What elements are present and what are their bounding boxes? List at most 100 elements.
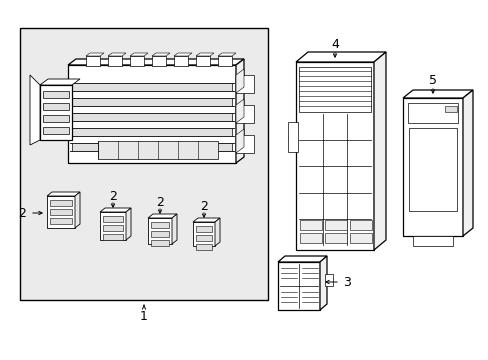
Bar: [295, 62, 373, 250]
Bar: [412, 236, 452, 246]
Bar: [103, 216, 123, 222]
Circle shape: [329, 191, 341, 203]
Bar: [444, 106, 456, 112]
Polygon shape: [319, 256, 326, 310]
Bar: [151, 240, 169, 246]
Bar: [148, 218, 172, 244]
Bar: [130, 56, 143, 66]
Bar: [68, 65, 236, 163]
Bar: [152, 56, 165, 66]
Polygon shape: [218, 53, 236, 56]
Polygon shape: [172, 214, 177, 244]
Polygon shape: [196, 53, 214, 56]
Bar: [72, 113, 231, 121]
Bar: [50, 200, 72, 206]
Polygon shape: [75, 192, 80, 228]
Polygon shape: [152, 53, 170, 56]
Bar: [218, 56, 231, 66]
Bar: [20, 28, 267, 300]
Bar: [349, 220, 371, 230]
Bar: [47, 196, 75, 228]
Bar: [151, 222, 169, 228]
Bar: [196, 226, 212, 232]
Polygon shape: [278, 256, 326, 262]
Bar: [103, 234, 123, 240]
Bar: [325, 274, 332, 286]
Bar: [43, 127, 69, 134]
Bar: [50, 218, 72, 224]
Polygon shape: [373, 52, 385, 250]
Polygon shape: [40, 79, 80, 85]
Circle shape: [329, 216, 341, 228]
Bar: [298, 67, 370, 112]
Polygon shape: [174, 53, 192, 56]
Polygon shape: [236, 69, 244, 93]
Polygon shape: [68, 59, 244, 65]
Bar: [100, 212, 126, 240]
Bar: [407, 103, 457, 123]
Circle shape: [304, 191, 315, 203]
Bar: [236, 135, 253, 153]
Text: 1: 1: [140, 310, 148, 323]
Polygon shape: [295, 52, 385, 62]
Circle shape: [145, 70, 151, 76]
Polygon shape: [108, 53, 126, 56]
Circle shape: [329, 128, 341, 140]
Bar: [43, 115, 69, 122]
Polygon shape: [402, 90, 472, 98]
Bar: [299, 220, 321, 230]
Polygon shape: [215, 218, 220, 246]
Bar: [108, 56, 122, 66]
Bar: [196, 244, 212, 250]
Circle shape: [304, 154, 315, 166]
Bar: [299, 233, 321, 243]
Polygon shape: [30, 75, 40, 145]
Bar: [193, 222, 215, 246]
Text: 2: 2: [156, 195, 163, 208]
Text: 5: 5: [428, 73, 436, 86]
Bar: [236, 105, 253, 123]
Bar: [98, 141, 218, 159]
Circle shape: [85, 70, 91, 76]
Bar: [349, 233, 371, 243]
Polygon shape: [462, 90, 472, 236]
Text: 2: 2: [18, 207, 26, 220]
Bar: [236, 75, 253, 93]
Polygon shape: [236, 59, 244, 163]
Bar: [40, 85, 72, 140]
Circle shape: [304, 216, 315, 228]
Bar: [43, 91, 69, 98]
Bar: [325, 220, 346, 230]
Bar: [103, 225, 123, 231]
Polygon shape: [236, 99, 244, 123]
Circle shape: [204, 70, 210, 76]
Bar: [196, 56, 209, 66]
Bar: [402, 98, 462, 236]
Bar: [196, 235, 212, 241]
Circle shape: [425, 214, 439, 228]
Polygon shape: [126, 208, 131, 240]
Polygon shape: [148, 214, 177, 218]
Polygon shape: [236, 129, 244, 153]
Bar: [50, 209, 72, 215]
Text: 4: 4: [330, 37, 338, 50]
Bar: [408, 128, 456, 211]
Polygon shape: [47, 192, 80, 196]
Circle shape: [288, 133, 296, 141]
Polygon shape: [193, 218, 220, 222]
Bar: [151, 231, 169, 237]
Text: 2: 2: [200, 199, 207, 212]
Bar: [72, 128, 231, 136]
Bar: [72, 98, 231, 106]
Circle shape: [304, 128, 315, 140]
Bar: [278, 262, 319, 310]
Bar: [174, 56, 187, 66]
Polygon shape: [130, 53, 148, 56]
Bar: [86, 56, 100, 66]
Bar: [72, 143, 231, 151]
Bar: [325, 233, 346, 243]
Polygon shape: [100, 208, 131, 212]
Polygon shape: [86, 53, 104, 56]
Text: 2: 2: [109, 189, 117, 202]
Circle shape: [329, 154, 341, 166]
